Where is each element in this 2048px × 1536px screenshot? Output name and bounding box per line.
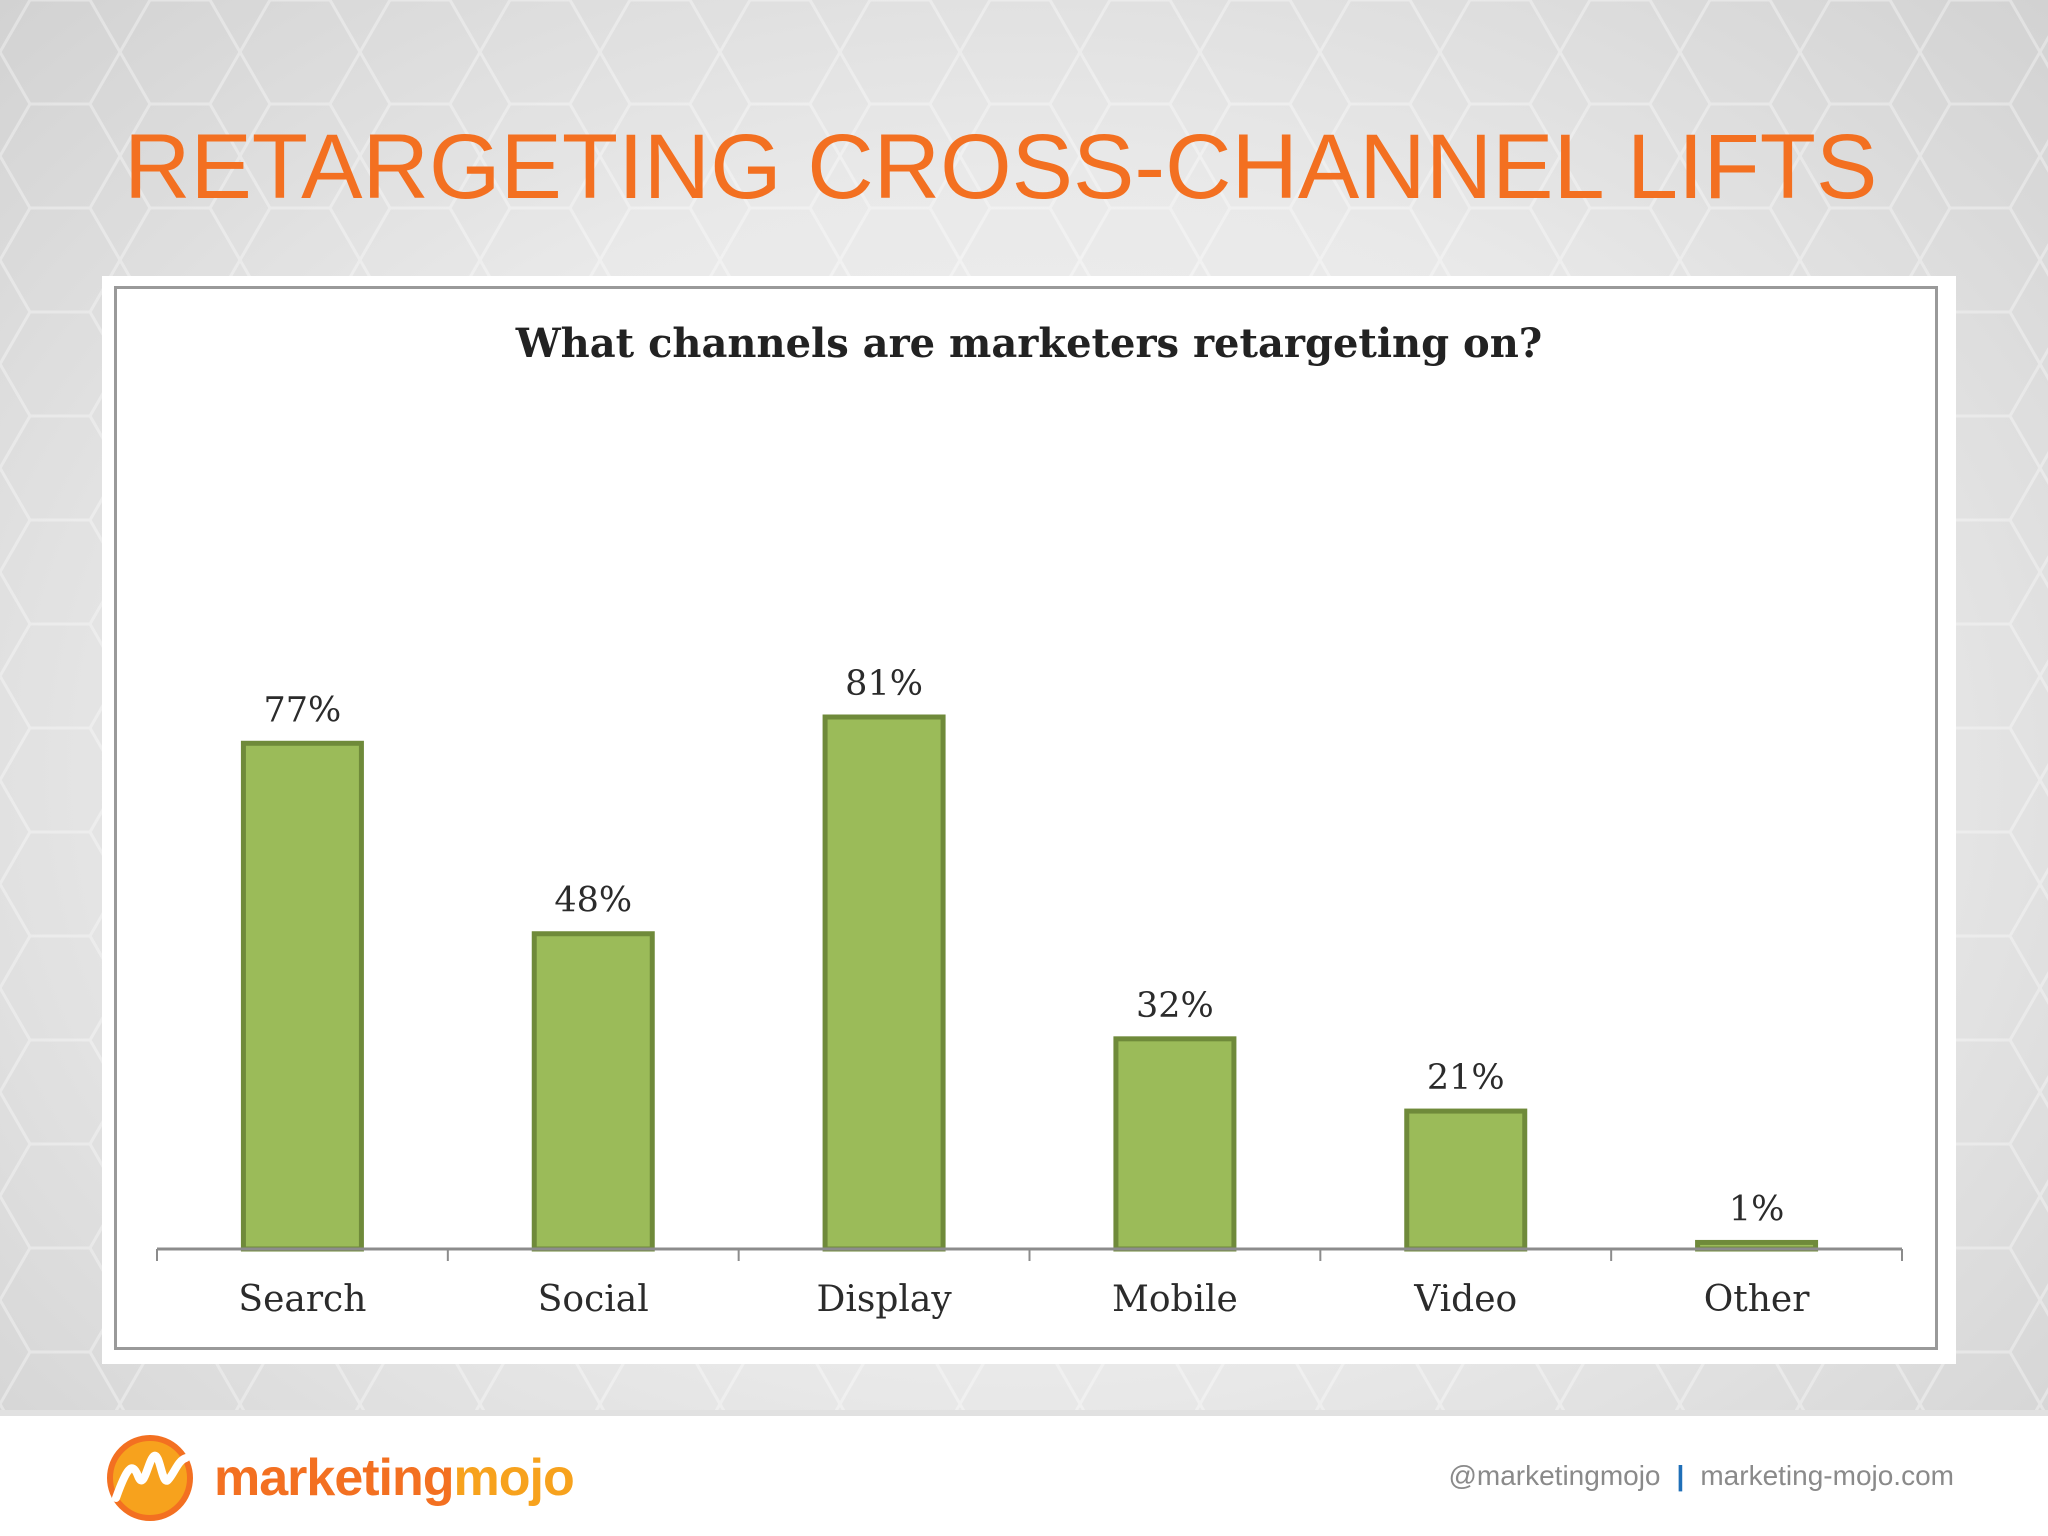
bar-chart: What channels are marketers retargeting … xyxy=(156,320,1903,1320)
category-label: Social xyxy=(538,1279,649,1320)
bar-value-label: 1% xyxy=(1729,1189,1785,1229)
bar-social xyxy=(531,931,655,1252)
category-label: Other xyxy=(1704,1279,1810,1320)
category-label: Search xyxy=(238,1279,366,1320)
website-link[interactable]: marketing-mojo.com xyxy=(1700,1460,1954,1491)
logo-text-mojo: mojo xyxy=(453,1449,575,1507)
footer: marketingmojo @marketingmojo | marketing-m… xyxy=(0,1410,2048,1536)
chart-frame: What channels are marketers retargeting … xyxy=(114,286,1938,1350)
marketingmojo-logo[interactable]: marketingmojo xyxy=(102,1430,575,1526)
logo-mark-icon xyxy=(107,1435,193,1521)
x-axis: Search Social Display Mobile Video Other xyxy=(156,1247,1903,1320)
bar-search xyxy=(240,740,364,1252)
bar-mobile xyxy=(1113,1036,1237,1252)
bar-display xyxy=(822,714,946,1252)
chart-panel: What channels are marketers retargeting … xyxy=(102,276,1956,1364)
category-label: Mobile xyxy=(1112,1279,1238,1320)
bar-value-label: 21% xyxy=(1427,1058,1505,1098)
logo-text-marketing: marketing xyxy=(214,1449,455,1507)
bars-group: 77% 48% 81% 32% 21% 1% xyxy=(240,664,1819,1252)
chart-title: What channels are marketers retargeting … xyxy=(515,320,1542,367)
footer-links: @marketingmojo | marketing-mojo.com xyxy=(1448,1460,1954,1492)
slide-title: RETARGETING CROSS-CHANNEL LIFTS xyxy=(124,116,1878,218)
bar-value-label: 81% xyxy=(845,664,923,704)
logo-wordmark: marketingmojo xyxy=(214,1448,575,1508)
footer-separator: | xyxy=(1676,1460,1685,1491)
twitter-handle-link[interactable]: @marketingmojo xyxy=(1448,1460,1661,1491)
bar-video xyxy=(1404,1108,1528,1252)
bar-value-label: 48% xyxy=(554,881,632,921)
bar-value-label: 32% xyxy=(1136,986,1214,1026)
category-label: Display xyxy=(816,1279,952,1320)
category-label: Video xyxy=(1413,1279,1517,1320)
bar-value-label: 77% xyxy=(264,690,342,730)
